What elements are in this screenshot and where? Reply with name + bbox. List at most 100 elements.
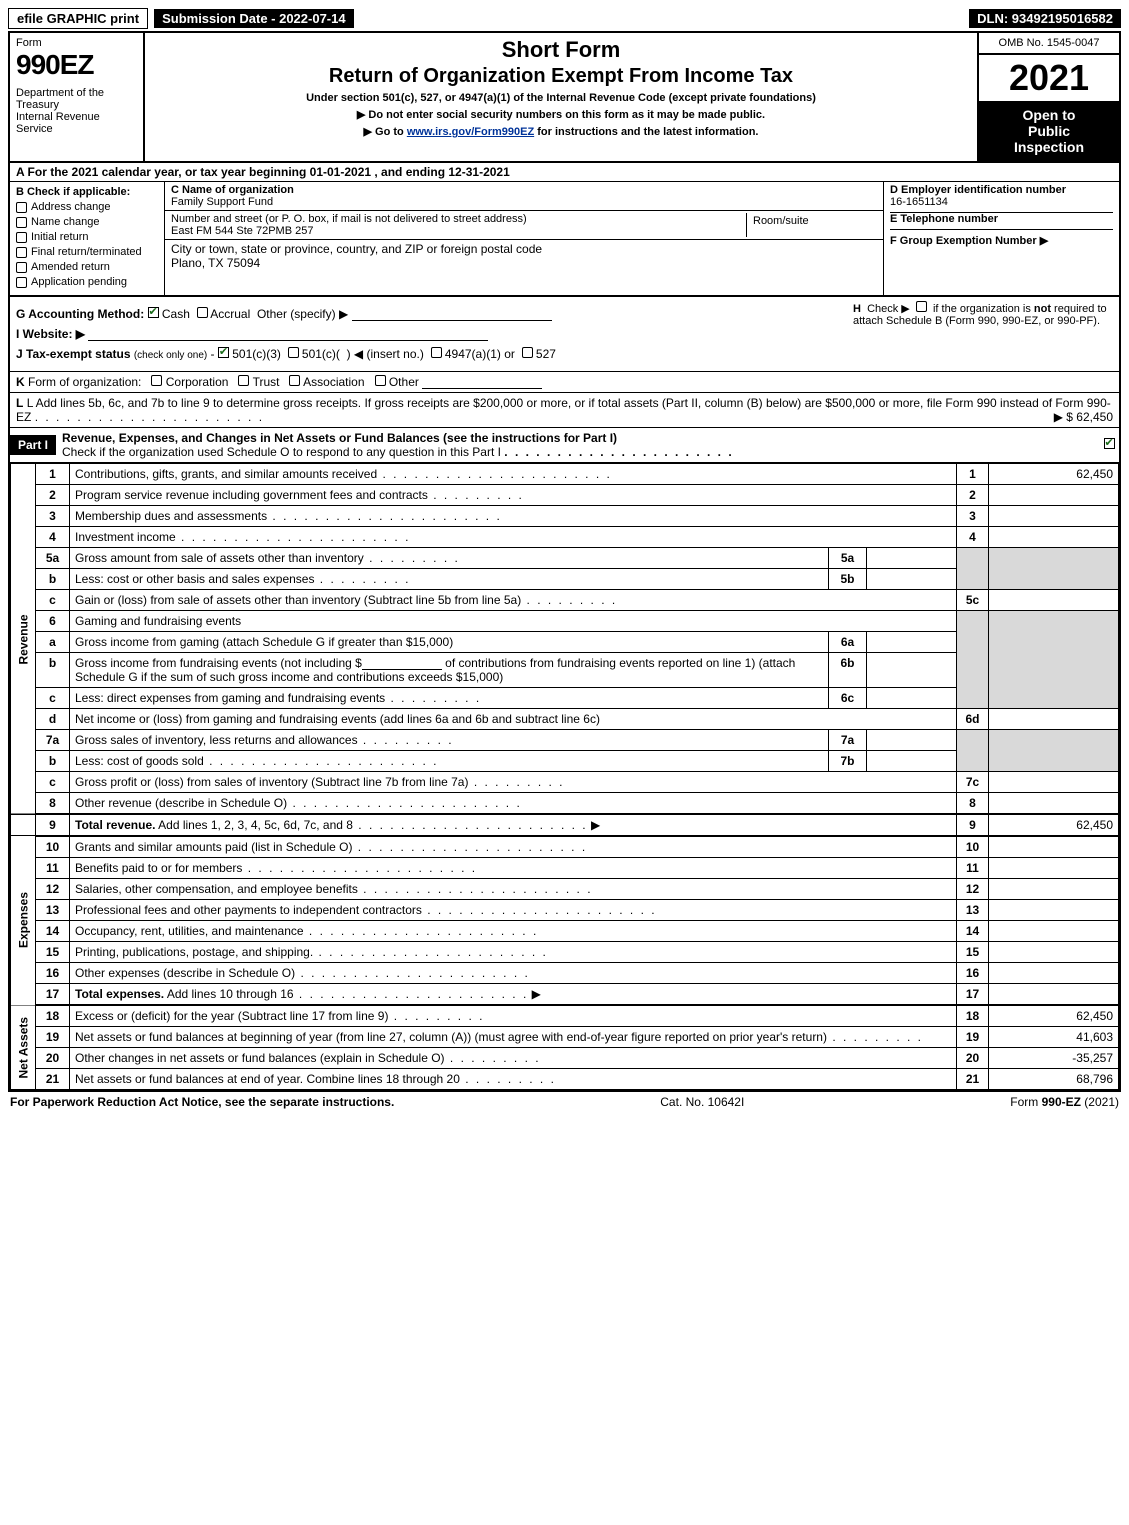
dln-badge: DLN: 93492195016582 (969, 9, 1121, 28)
l13-amt (989, 900, 1119, 921)
cb-other-icon (375, 375, 386, 386)
l9-num: 9 (36, 814, 70, 836)
b-title: B Check if applicable: (16, 186, 158, 198)
g-other-slot[interactable] (352, 307, 552, 321)
l6d-amt (989, 709, 1119, 730)
l9-ref: 9 (957, 814, 989, 836)
l6a-subval (867, 632, 957, 653)
l5a-subval (867, 548, 957, 569)
l19-amt: 41,603 (989, 1027, 1119, 1048)
h-check: H Check ▶ if the organization is not req… (853, 301, 1113, 367)
l7a-num: 7a (36, 730, 70, 751)
l21-ref: 21 (957, 1069, 989, 1090)
cb-amended-return[interactable]: Amended return (16, 261, 158, 273)
l7c-amt (989, 772, 1119, 793)
l6a-desc: Gross income from gaming (attach Schedul… (70, 632, 829, 653)
l21-desc: Net assets or fund balances at end of ye… (70, 1069, 957, 1090)
l5c-ref: 5c (957, 590, 989, 611)
l14-ref: 14 (957, 921, 989, 942)
l-dots (35, 410, 264, 424)
checkbox-icon (16, 247, 27, 258)
part1-header: Part I Revenue, Expenses, and Changes in… (10, 428, 1119, 463)
l7-greyref (957, 730, 989, 772)
part1-dots (504, 445, 733, 459)
l5-greyref (957, 548, 989, 590)
l18-num: 18 (36, 1005, 70, 1027)
cb-527-icon (522, 347, 533, 358)
l7c-ref: 7c (957, 772, 989, 793)
l6d-ref: 6d (957, 709, 989, 730)
l5c-desc: Gain or (loss) from sale of assets other… (70, 590, 957, 611)
l12-ref: 12 (957, 879, 989, 900)
header-left: Form 990EZ Department of the Treasury In… (10, 33, 145, 161)
l11-amt (989, 858, 1119, 879)
l6c-desc: Less: direct expenses from gaming and fu… (70, 688, 829, 709)
l6d-desc: Net income or (loss) from gaming and fun… (70, 709, 957, 730)
l4-desc: Investment income (70, 527, 957, 548)
l7a-sub: 7a (829, 730, 867, 751)
l-amount: ▶ $ 62,450 (1054, 410, 1113, 424)
cb-name-change[interactable]: Name change (16, 216, 158, 228)
section-c: C Name of organization Family Support Fu… (165, 182, 884, 295)
cb-final-return[interactable]: Final return/terminated (16, 246, 158, 258)
dept-label: Department of the Treasury Internal Reve… (16, 87, 137, 135)
l12-num: 12 (36, 879, 70, 900)
irs-link[interactable]: www.irs.gov/Form990EZ (407, 126, 534, 138)
cb-initial-return[interactable]: Initial return (16, 231, 158, 243)
open-line2: Public (983, 123, 1115, 139)
l4-num: 4 (36, 527, 70, 548)
header-middle: Short Form Return of Organization Exempt… (145, 33, 979, 161)
l11-desc: Benefits paid to or for members (70, 858, 957, 879)
l1-num: 1 (36, 464, 70, 485)
l21-amt: 68,796 (989, 1069, 1119, 1090)
form-header: Form 990EZ Department of the Treasury In… (10, 33, 1119, 163)
cb-address-change[interactable]: Address change (16, 201, 158, 213)
l2-num: 2 (36, 485, 70, 506)
checkbox-icon (16, 217, 27, 228)
section-b: B Check if applicable: Address change Na… (10, 182, 165, 295)
l5c-amt (989, 590, 1119, 611)
f-group-block: F Group Exemption Number ▶ (890, 230, 1113, 247)
footer-right: Form 990-EZ (2021) (1010, 1095, 1119, 1109)
checkbox-icon (16, 232, 27, 243)
l20-amt: -35,257 (989, 1048, 1119, 1069)
l7a-desc: Gross sales of inventory, less returns a… (70, 730, 829, 751)
do-not-note: ▶ Do not enter social security numbers o… (153, 108, 969, 121)
d-ein-block: D Employer identification number 16-1651… (890, 184, 1113, 213)
l10-ref: 10 (957, 836, 989, 858)
l13-ref: 13 (957, 900, 989, 921)
j-tax-exempt: J Tax-exempt status (check only one) - 5… (16, 347, 853, 361)
l5a-sub: 5a (829, 548, 867, 569)
l15-num: 15 (36, 942, 70, 963)
l15-amt (989, 942, 1119, 963)
l7c-desc: Gross profit or (loss) from sales of inv… (70, 772, 957, 793)
l6b-num: b (36, 653, 70, 688)
footer-left: For Paperwork Reduction Act Notice, see … (10, 1095, 394, 1109)
cb-assoc-icon (289, 375, 300, 386)
l8-desc: Other revenue (describe in Schedule O) (70, 793, 957, 815)
k-other-slot[interactable] (422, 375, 542, 389)
l15-ref: 15 (957, 942, 989, 963)
form-container: Form 990EZ Department of the Treasury In… (8, 31, 1121, 1092)
l7b-desc: Less: cost of goods sold (70, 751, 829, 772)
expenses-vlabel: Expenses (11, 836, 36, 1005)
l12-amt (989, 879, 1119, 900)
l7b-sub: 7b (829, 751, 867, 772)
l13-desc: Professional fees and other payments to … (70, 900, 957, 921)
form-number: 990EZ (16, 49, 137, 81)
section-bcd: B Check if applicable: Address change Na… (10, 182, 1119, 297)
omb-number: OMB No. 1545-0047 (979, 33, 1119, 55)
header-right: OMB No. 1545-0047 2021 Open to Public In… (979, 33, 1119, 161)
cb-application-pending[interactable]: Application pending (16, 276, 158, 288)
open-to-public: Open to Public Inspection (979, 101, 1119, 161)
l17-ref: 17 (957, 984, 989, 1006)
l8-amt (989, 793, 1119, 815)
ein-value: 16-1651134 (890, 196, 1113, 208)
l6b-sub: 6b (829, 653, 867, 688)
l6c-sub: 6c (829, 688, 867, 709)
e-tel-label: E Telephone number (890, 213, 1113, 225)
l10-desc: Grants and similar amounts paid (list in… (70, 836, 957, 858)
go-to-note: ▶ Go to www.irs.gov/Form990EZ for instru… (153, 125, 969, 138)
website-slot[interactable] (88, 327, 488, 341)
cb-corp-icon (151, 375, 162, 386)
